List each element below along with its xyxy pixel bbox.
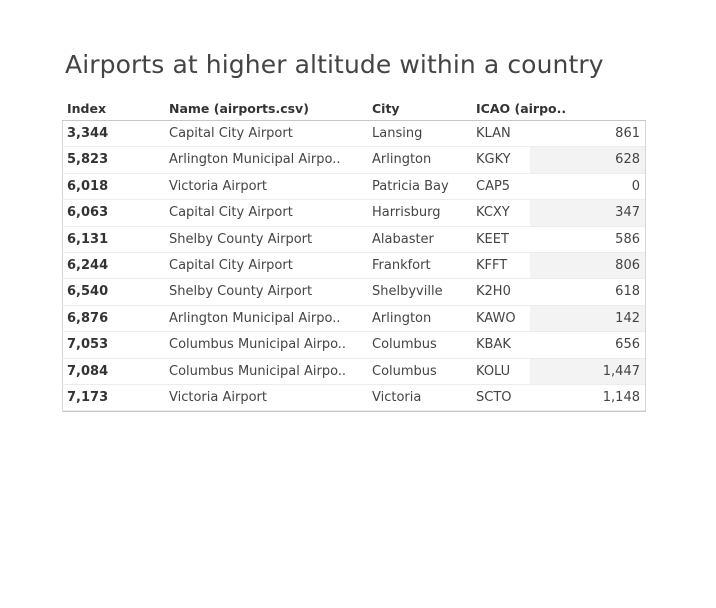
cell-index: 6,540 [67,284,109,300]
table-row[interactable]: 6,131 Shelby County Airport Alabaster KEET 5… [62,227,646,253]
cell-icao: KBAK [476,337,511,353]
cell-icao: KFFT [476,257,508,273]
cell-name: Shelby County Airport [169,231,313,247]
column-header-icao[interactable]: ICAO (airpo.. [476,101,567,116]
cell-name: Shelby County Airport [169,284,313,300]
cell-icao: KGKY [476,152,511,168]
cell-name: Arlington Municipal Airpo.. [169,310,341,326]
table-row[interactable]: 7,053 Columbus Municipal Airpo.. Columbus K… [62,332,646,359]
cell-city: Lansing [372,126,423,141]
cell-name: Victoria Airport [169,178,267,194]
cell-index: 7,084 [67,363,109,379]
cell-value: 618 [615,284,640,300]
table-row[interactable]: 3,344 Capital City Airport Lansing KLAN 861 [62,121,646,148]
cell-index: 6,018 [67,178,109,194]
cell-name: Columbus Municipal Airpo.. [169,337,347,353]
table-row[interactable]: 7,173 Victoria Airport Victoria SCTO 1,148 [62,385,646,412]
cell-value: 586 [615,231,640,247]
cell-city: Columbus [372,337,437,353]
cell-icao: KAWO [476,310,516,326]
cell-icao: KEET [476,231,509,247]
cell-city: Alabaster [372,231,434,247]
value-cell-background [530,358,646,384]
data-table: Index Name (airports.csv) City ICAO (air… [62,96,646,413]
table-header: Index Name (airports.csv) City ICAO (air… [62,96,646,121]
table-left-border [62,121,63,412]
cell-index: 6,876 [67,310,109,326]
cell-value: 347 [615,205,640,221]
table-row[interactable]: 6,540 Shelby County Airport Shelbyville K2H… [62,279,646,306]
cell-index: 5,823 [67,152,109,168]
cell-name: Victoria Airport [169,389,267,405]
cell-value: 806 [615,257,640,273]
cell-value: 628 [615,152,640,168]
value-cell-background [530,305,646,332]
cell-icao: CAP5 [476,178,511,194]
cell-city: Victoria [372,389,422,405]
table-row[interactable]: 6,876 Arlington Municipal Airpo.. Arlingto… [62,305,646,333]
column-header-name[interactable]: Name (airports.csv) [169,101,309,116]
cell-icao: KCXY [476,205,510,221]
cell-value: 861 [615,126,640,141]
table-body: 3,344 Capital City Airport Lansing KLAN 861 5… [62,121,646,413]
cell-icao: KOLU [476,363,511,379]
cell-city: Patricia Bay [372,178,449,194]
cell-name: Capital City Airport [169,205,293,221]
cell-index: 6,244 [67,257,109,273]
cell-index: 3,344 [67,126,109,141]
cell-value: 142 [615,310,640,326]
cell-icao: KLAN [476,126,511,141]
cell-city: Shelbyville [372,284,443,300]
column-header-index[interactable]: Index [67,101,107,116]
cell-name: Arlington Municipal Airpo.. [169,152,341,168]
value-cell-background [530,147,646,173]
cell-city: Harrisburg [372,205,441,221]
cell-city: Columbus [372,363,437,379]
cell-index: 7,053 [67,337,109,353]
value-cell-background [530,200,646,226]
table-row[interactable]: 6,244 Capital City Airport Frankfort KFFT 80… [62,252,646,280]
table-right-border [645,121,646,412]
cell-name: Capital City Airport [169,257,293,273]
cell-value: 0 [631,178,640,194]
cell-index: 6,131 [67,231,109,247]
table-row[interactable]: 6,018 Victoria Airport Patricia Bay CAP5 0 [62,174,646,201]
cell-value: 1,447 [602,363,640,379]
cell-name: Columbus Municipal Airpo.. [169,363,347,379]
cell-index: 7,173 [67,389,109,405]
table-row[interactable]: 5,823 Arlington Municipal Airpo.. Arlingto… [62,147,646,174]
cell-icao: K2H0 [476,284,511,300]
table-row[interactable]: 7,084 Columbus Municipal Airpo.. Columbus K… [62,358,646,385]
cell-value: 656 [615,337,640,353]
cell-value: 1,148 [602,389,640,405]
cell-city: Arlington [372,310,432,326]
cell-city: Arlington [372,152,432,168]
cell-city: Frankfort [372,257,431,273]
page-title: Airports at higher altitude within a cou… [65,50,604,79]
value-cell-background [530,174,646,199]
value-cell-background [530,252,646,279]
cell-icao: SCTO [476,389,512,405]
cell-index: 6,063 [67,205,109,221]
table-row[interactable]: 6,063 Capital City Airport Harrisburg KCXY 3… [62,200,646,227]
cell-name: Capital City Airport [169,126,293,141]
column-header-city[interactable]: City [372,101,400,116]
